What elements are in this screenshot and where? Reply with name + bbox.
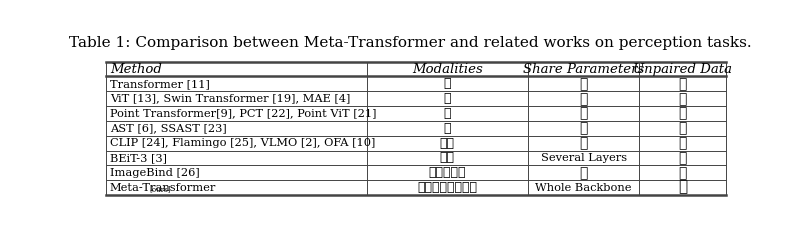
Text: ✗: ✗ xyxy=(678,136,687,150)
Text: Several Layers: Several Layers xyxy=(541,153,626,163)
Text: Method: Method xyxy=(110,63,162,76)
Text: ✗: ✗ xyxy=(678,106,687,121)
Text: Transformer [11]: Transformer [11] xyxy=(110,79,210,89)
Text: ✗: ✗ xyxy=(579,121,588,135)
Text: 🗒: 🗒 xyxy=(443,77,451,90)
Text: Unpaired Data: Unpaired Data xyxy=(634,63,732,76)
Text: Meta-Transformer: Meta-Transformer xyxy=(110,183,216,193)
Text: ✗: ✗ xyxy=(579,92,588,106)
Text: [ours]: [ours] xyxy=(149,186,170,194)
Text: ✗: ✗ xyxy=(678,92,687,106)
Text: ViT [13], Swin Transformer [19], MAE [4]: ViT [13], Swin Transformer [19], MAE [4] xyxy=(110,94,350,104)
Text: Whole Backbone: Whole Backbone xyxy=(535,183,632,193)
Text: ✗: ✗ xyxy=(579,166,588,180)
Text: Modalities: Modalities xyxy=(412,63,482,76)
Text: 🗒🌏🌲🎵👆🎧🎥🔬: 🗒🌏🌲🎵👆🎧🎥🔬 xyxy=(418,181,477,194)
Text: Table 1: Comparison between Meta-Transformer and related works on perception tas: Table 1: Comparison between Meta-Transfo… xyxy=(69,36,751,50)
Text: ✗: ✗ xyxy=(579,106,588,121)
Text: ✗: ✗ xyxy=(579,136,588,150)
Text: 🌲: 🌲 xyxy=(443,107,451,120)
Text: ✗: ✗ xyxy=(678,151,687,165)
Text: 🗒🌏🌲🎵👆: 🗒🌏🌲🎵👆 xyxy=(429,166,466,179)
Text: ✗: ✗ xyxy=(678,166,687,180)
Text: ImageBind [26]: ImageBind [26] xyxy=(110,168,200,178)
Text: CLIP [24], Flamingo [25], VLMO [2], OFA [10]: CLIP [24], Flamingo [25], VLMO [2], OFA … xyxy=(110,138,375,148)
Text: AST [6], SSAST [23]: AST [6], SSAST [23] xyxy=(110,123,226,133)
Text: 🌏: 🌏 xyxy=(443,92,451,105)
Text: Point Transformer[9], PCT [22], Point ViT [21]: Point Transformer[9], PCT [22], Point Vi… xyxy=(110,108,377,119)
Text: ✗: ✗ xyxy=(678,121,687,135)
Text: ✗: ✗ xyxy=(678,77,687,91)
Text: ✓: ✓ xyxy=(678,181,687,195)
Text: 🎵: 🎵 xyxy=(443,122,451,135)
Text: BEiT-3 [3]: BEiT-3 [3] xyxy=(110,153,167,163)
Text: ✗: ✗ xyxy=(579,77,588,91)
Text: 🗒🌏: 🗒🌏 xyxy=(440,151,454,164)
Text: 🗒🌏: 🗒🌏 xyxy=(440,137,454,150)
Text: Share Parameters: Share Parameters xyxy=(523,63,644,76)
